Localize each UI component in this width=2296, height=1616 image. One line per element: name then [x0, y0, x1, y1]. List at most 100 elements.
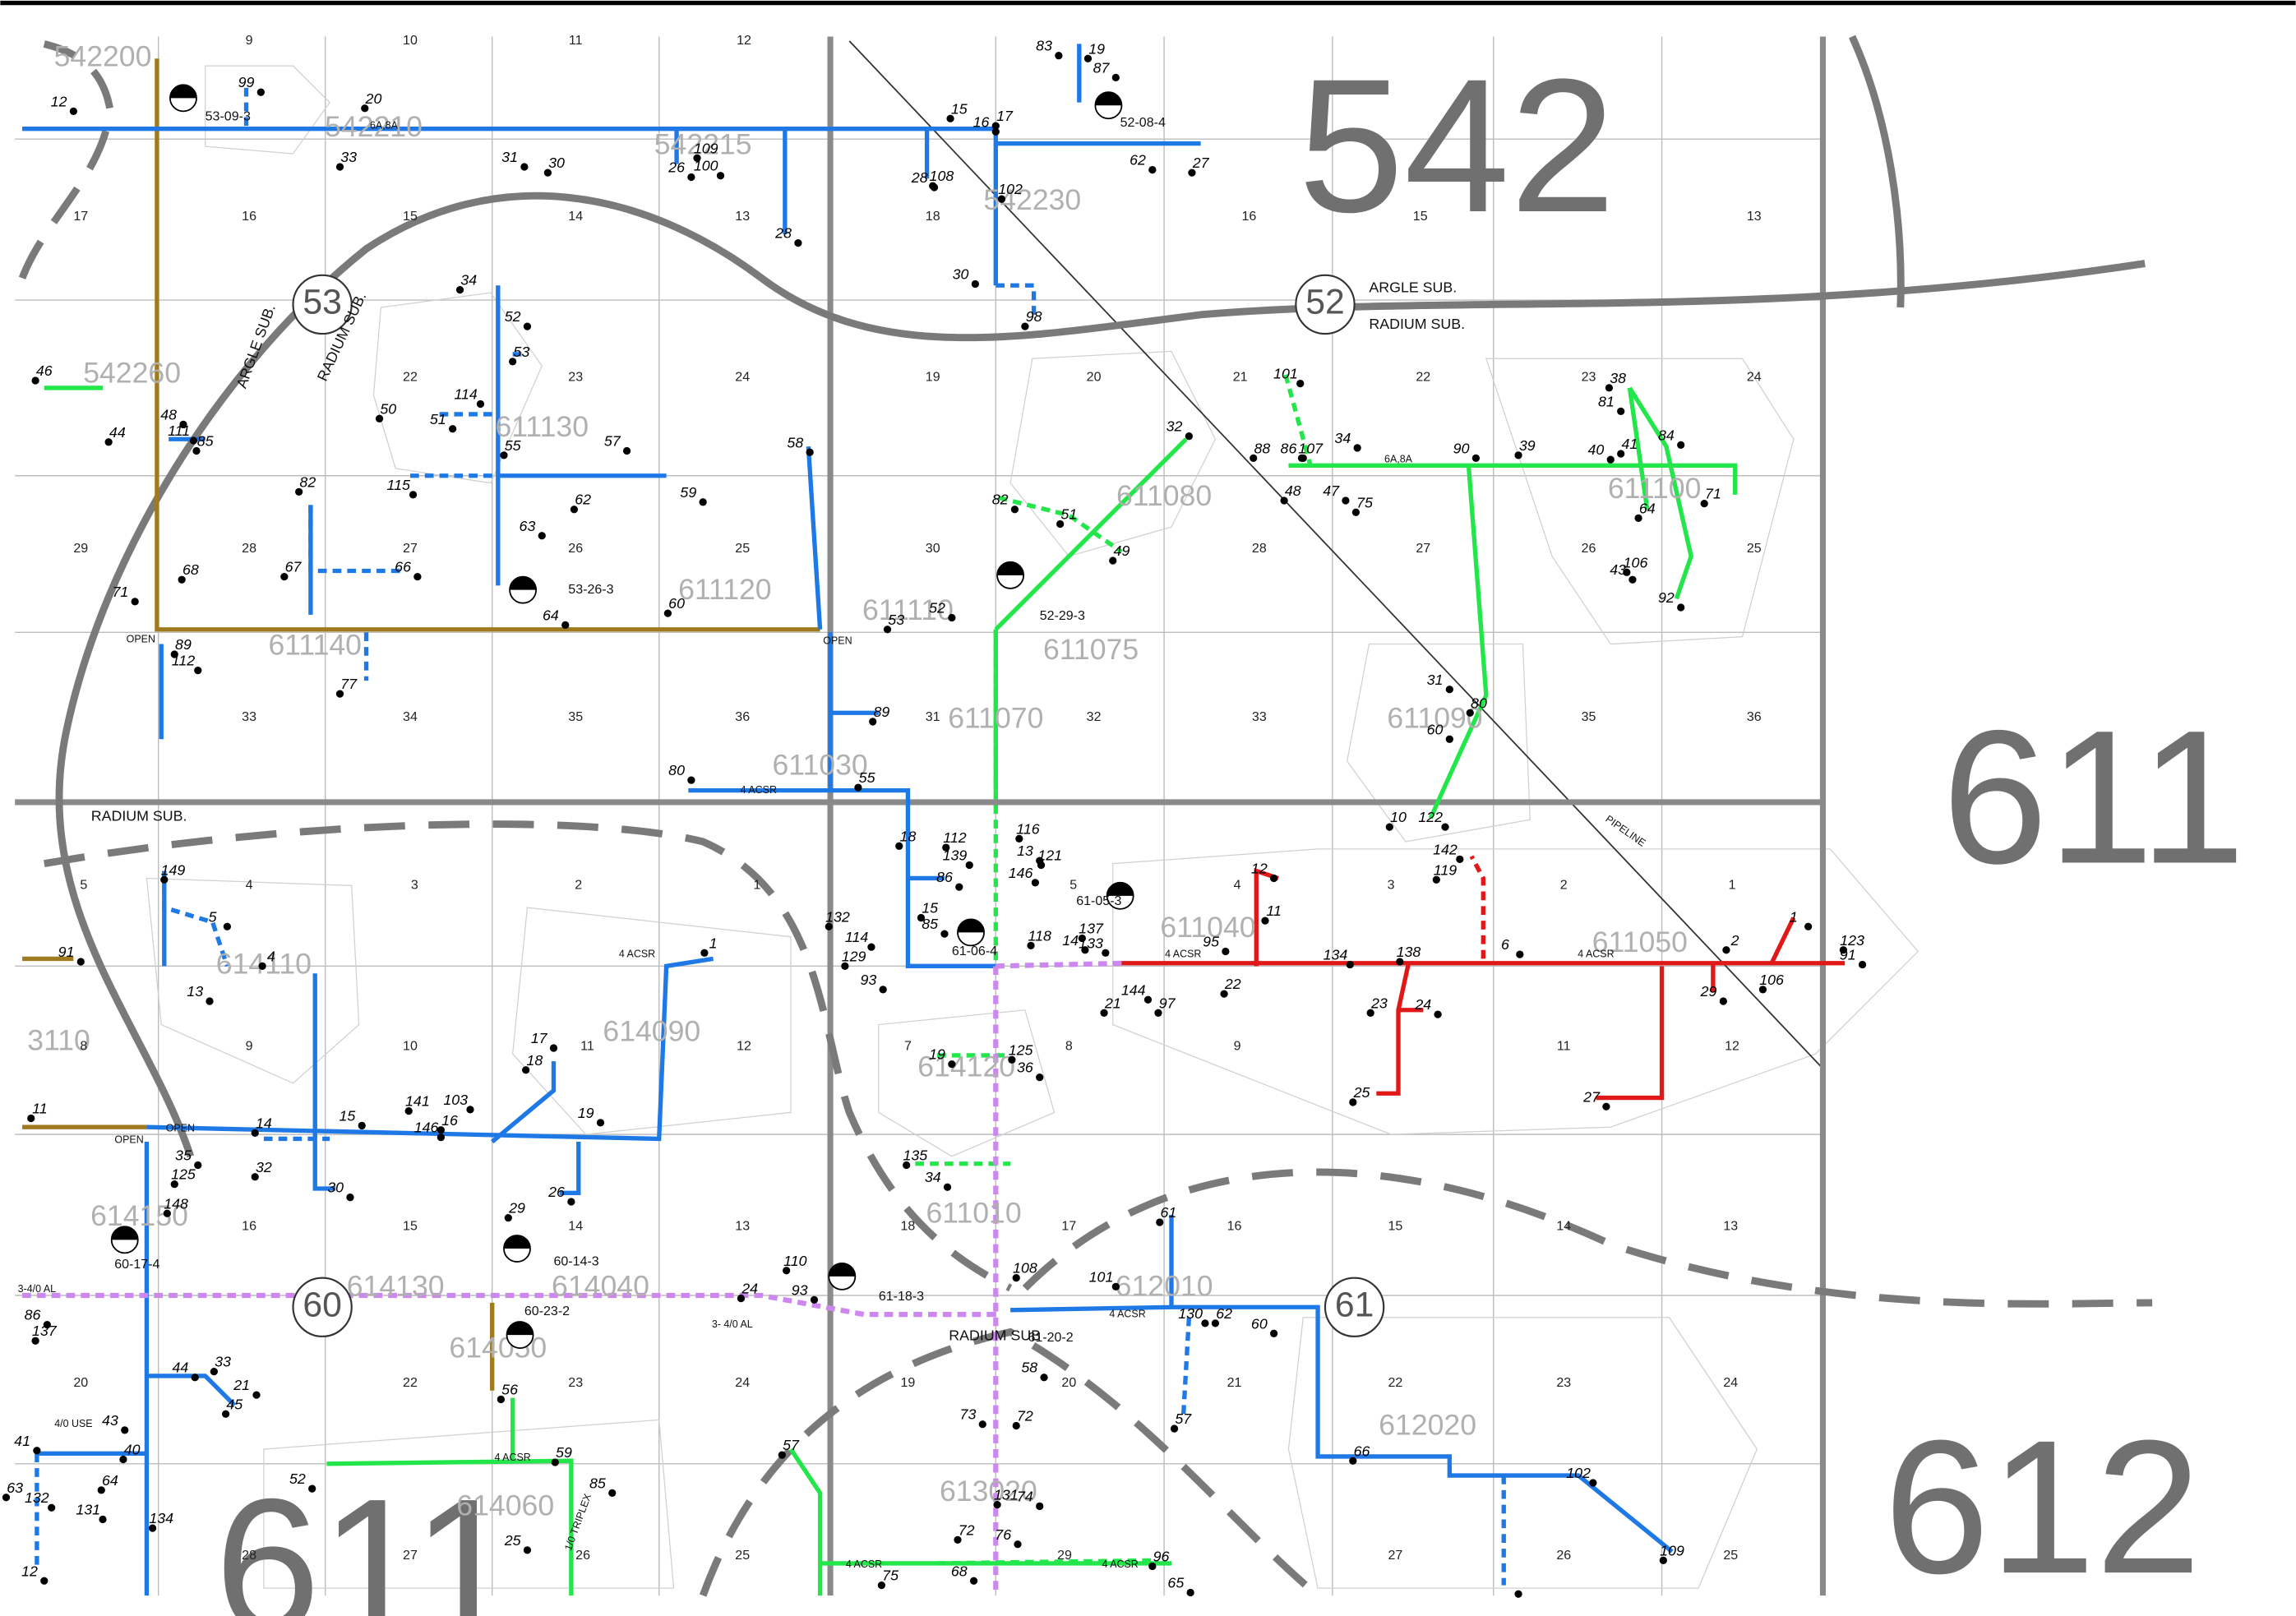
section-number: 22	[1388, 1375, 1403, 1390]
section-number: 33	[1252, 709, 1267, 724]
pole-dot	[993, 1501, 1001, 1509]
pole-number: 102	[1566, 1465, 1591, 1481]
pole-number: 58	[787, 434, 803, 450]
pole-number: 58	[1021, 1360, 1037, 1376]
pole-number: 89	[175, 636, 192, 653]
pole-number: 85	[197, 433, 214, 450]
pole-number: 11	[32, 1101, 47, 1117]
pole-number: 41	[1621, 436, 1638, 452]
section-number: 12	[737, 1039, 751, 1054]
pole-dot	[1471, 454, 1481, 463]
pole-number: 52	[505, 308, 521, 325]
substation-circle	[292, 274, 353, 335]
pole-dot	[170, 1180, 178, 1189]
pole-number: 82	[992, 492, 1009, 508]
section-number: 16	[242, 209, 256, 224]
pole-number: 86	[25, 1307, 41, 1323]
pole-number: 72	[1017, 1408, 1033, 1424]
pole-number: 1	[1790, 908, 1798, 925]
pole-number: 114	[845, 929, 868, 945]
pole-number: 134	[149, 1510, 173, 1526]
pole-dot	[955, 883, 963, 891]
pole-dot	[437, 1134, 446, 1142]
pole-number: 26	[547, 1184, 565, 1200]
pole-number: 4	[267, 948, 275, 964]
pole-dot	[1296, 379, 1305, 388]
section-number: 8	[80, 1039, 87, 1054]
pole-number: 57	[604, 433, 621, 450]
pole-number: 90	[1453, 440, 1470, 456]
pole-dot	[346, 1194, 354, 1202]
feeder-id: 614090	[603, 1015, 700, 1048]
area-number: 611	[1942, 690, 2245, 903]
pole-dot	[178, 575, 186, 584]
pole-number: 112	[943, 829, 966, 846]
section-number: 7	[904, 1039, 912, 1054]
line-note: 3-4/0 AL	[18, 1283, 56, 1295]
pole-dot	[160, 875, 169, 884]
pole-dot	[308, 1484, 316, 1493]
pole-dot	[1250, 454, 1258, 463]
line-note: 4 ACSR	[619, 948, 655, 959]
transformer-icon	[506, 1322, 534, 1336]
pole-dot	[1396, 958, 1404, 966]
pole-number: 68	[951, 1563, 968, 1579]
pole-number: 107	[1298, 440, 1324, 456]
pole-number: 15	[340, 1107, 356, 1124]
pole-number: 67	[285, 559, 303, 575]
pole-number: 35	[175, 1147, 192, 1164]
pole-number: 21	[233, 1377, 250, 1393]
feeder-id: 611130	[495, 410, 589, 443]
pole-number: 25	[504, 1532, 521, 1549]
pole-number: 137	[1079, 921, 1104, 937]
transformer-icon	[829, 1263, 856, 1277]
pole-number: 15	[951, 100, 968, 117]
pole-dot	[1109, 556, 1117, 565]
section-number: 35	[568, 709, 583, 724]
pole-number: 29	[1700, 983, 1717, 1000]
section-number: 25	[735, 1548, 750, 1563]
pole-dot	[567, 1198, 575, 1206]
pole-dot	[170, 650, 178, 658]
pole-dot	[27, 1114, 35, 1123]
pole-number: 18	[526, 1052, 543, 1069]
pole-number: 33	[340, 149, 357, 165]
feeder-id: 542260	[83, 356, 181, 389]
pole-number: 83	[1036, 38, 1052, 54]
pole-dot	[1154, 1009, 1162, 1017]
pole-number: 125	[1009, 1041, 1033, 1058]
section-number: 2	[1560, 878, 1568, 893]
pole-number: 34	[925, 1169, 941, 1185]
section-number: 28	[1252, 541, 1267, 556]
pole-dot	[1858, 960, 1867, 969]
section-number: 22	[1416, 370, 1430, 385]
pole-dot	[1261, 917, 1269, 925]
area-number: 612	[1883, 1401, 2201, 1614]
pole-number: 63	[520, 518, 536, 534]
section-number: 24	[1747, 370, 1762, 385]
pole-number: 133	[1079, 935, 1103, 951]
pole-number: 80	[668, 762, 685, 778]
pole-number: 75	[882, 1568, 899, 1584]
pole-dot	[1839, 946, 1848, 954]
transformer-icon	[111, 1226, 138, 1240]
pole-dot	[1617, 450, 1625, 458]
line-note: OPEN	[166, 1122, 195, 1134]
pole-number: 65	[1167, 1575, 1184, 1591]
pole-number: 109	[1660, 1542, 1684, 1558]
section-number: 15	[1388, 1219, 1403, 1234]
pole-number: 130	[1178, 1305, 1203, 1322]
pole-dot	[99, 1515, 107, 1524]
pole-number: 41	[14, 1433, 30, 1449]
pole-number: 20	[365, 90, 382, 107]
pole-number: 62	[575, 492, 591, 508]
pole-dot	[76, 958, 85, 966]
pole-dot	[570, 506, 579, 514]
pole-dot	[543, 169, 552, 177]
pole-number: 97	[1159, 995, 1176, 1011]
pole-dot	[1434, 1010, 1442, 1018]
feeder-id: 611120	[678, 573, 772, 606]
transformer-id: 61-05-3	[1076, 893, 1121, 908]
pole-number: 64	[102, 1472, 118, 1489]
pole-dot	[1036, 1502, 1044, 1511]
